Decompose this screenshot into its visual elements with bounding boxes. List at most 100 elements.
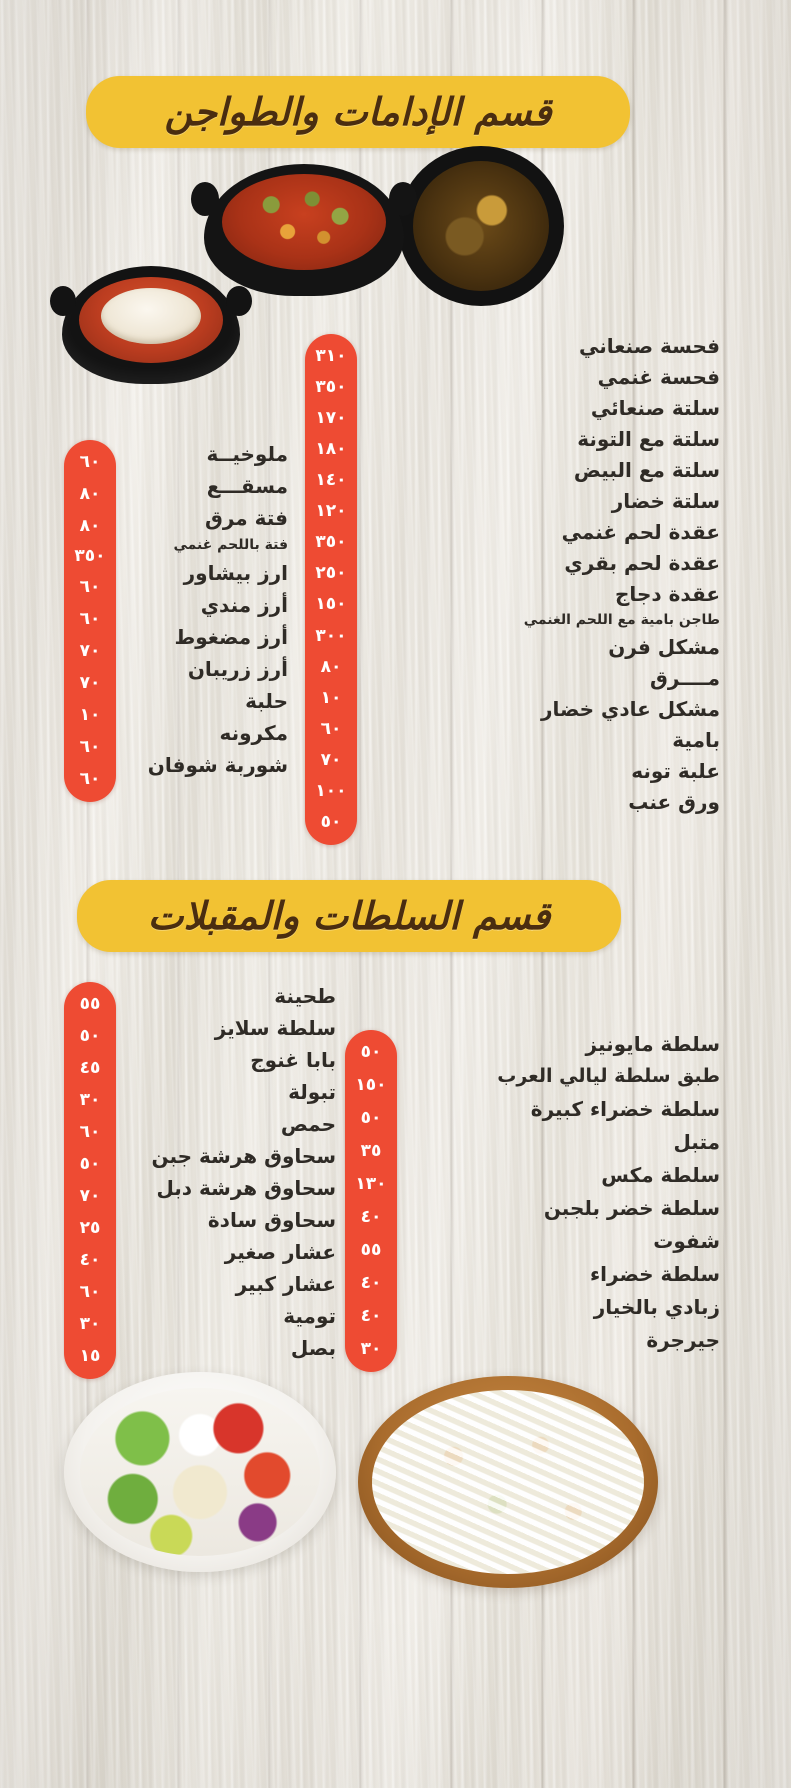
price-value: ١٥٠ bbox=[355, 1075, 387, 1095]
price-value: ٣٥٠ bbox=[74, 546, 106, 566]
menu-item-name: فحسة غنمي bbox=[597, 365, 720, 389]
item-name-list-salads-left: طحينة سلطة سلايز بابا غنوج تبولة حمص سحا… bbox=[121, 986, 336, 1358]
pot-handle-left-icon bbox=[191, 182, 219, 216]
pot-handle-right-icon bbox=[226, 286, 252, 316]
price-value: ٣٠٠ bbox=[315, 626, 347, 646]
price-value: ٥٥ bbox=[79, 994, 101, 1014]
section-header-stews-tagines: قسم الإدامات والطواجن bbox=[86, 76, 630, 148]
menu-item-name: طبق سلطة ليالي العرب bbox=[497, 1065, 720, 1087]
menu-item-name: سلتة مع التونة bbox=[577, 427, 720, 451]
menu-item-name: عشار كبير bbox=[235, 1272, 336, 1296]
price-value: ٧٠ bbox=[79, 1186, 101, 1206]
menu-item-name: فحسة صنعاني bbox=[579, 334, 720, 358]
price-value: ١٣٠ bbox=[355, 1174, 387, 1194]
item-name-list-stews-right: فحسة صنعاني فحسة غنمي سلتة صنعائي سلتة م… bbox=[460, 336, 720, 812]
price-pill-stews-left: ٦٠ ٨٠ ٨٠ ٣٥٠ ٦٠ ٦٠ ٧٠ ٧٠ ١٠ ٦٠ ٦٠ bbox=[64, 440, 116, 802]
price-pill-salads-left: ٥٥ ٥٠ ٤٥ ٣٠ ٦٠ ٥٠ ٧٠ ٢٥ ٤٠ ٦٠ ٣٠ ١٥ bbox=[64, 982, 116, 1379]
menu-item-name: شفوت bbox=[653, 1229, 720, 1253]
item-name-list-salads-right: سلطة مايونيز طبق سلطة ليالي العرب سلطة خ… bbox=[450, 1034, 720, 1350]
menu-item-name: عقدة دجاج bbox=[615, 582, 720, 606]
price-value: ٣٥٠ bbox=[315, 532, 347, 552]
menu-item-name: سحاوق هرشة دبل bbox=[156, 1176, 336, 1200]
menu-item-name: حلبة bbox=[245, 689, 288, 713]
menu-item-name: سلطة مكس bbox=[601, 1163, 720, 1187]
price-value: ٨٠ bbox=[79, 484, 101, 504]
menu-item-name: مشكل عادي خضار bbox=[540, 697, 720, 721]
menu-item-name: مكرونه bbox=[219, 721, 288, 745]
menu-item-name: متبل bbox=[673, 1130, 720, 1154]
menu-item-name: بابا غنوج bbox=[250, 1048, 336, 1072]
menu-item-name: سحاوق سادة bbox=[207, 1208, 336, 1232]
price-value: ٥٠ bbox=[79, 1154, 101, 1174]
price-value: ٦٠ bbox=[79, 609, 101, 629]
menu-item-name: سلطة خضراء bbox=[589, 1262, 720, 1286]
menu-item-name: طحينة bbox=[274, 984, 336, 1008]
price-value: ٦٠ bbox=[79, 1282, 101, 1302]
menu-item-name: ارز بيشاور bbox=[183, 561, 288, 585]
menu-item-name: طاجن بامية مع اللحم الغنمي bbox=[523, 612, 720, 628]
menu-item-name: عشار صغير bbox=[224, 1240, 336, 1264]
section-title-salads-appetizers: قسم السلطات والمقبلات bbox=[147, 894, 551, 938]
menu-item-name: مشكل فرن bbox=[608, 635, 720, 659]
price-value: ٦٠ bbox=[79, 452, 101, 472]
price-value: ٦٠ bbox=[79, 737, 101, 757]
item-name-list-stews-left: ملوخيــة مسقـــع فتة مرق فتة باللحم غنمي… bbox=[128, 444, 288, 775]
price-value: ٤٠ bbox=[79, 1250, 101, 1270]
price-value: ٢٥٠ bbox=[315, 563, 347, 583]
menu-item-name: عقدة لحم غنمي bbox=[561, 520, 720, 544]
menu-item-name: سلطة خضر بلجبن bbox=[543, 1196, 720, 1220]
price-value: ١٥ bbox=[79, 1346, 101, 1366]
menu-item-name: تومية bbox=[283, 1304, 336, 1328]
price-value: ٥٠ bbox=[360, 1108, 382, 1128]
price-value: ٥٠ bbox=[360, 1042, 382, 1062]
price-value: ٢٥ bbox=[79, 1218, 101, 1238]
tagine-dark-meat-photo bbox=[398, 146, 564, 306]
coleslaw-bowl-photo bbox=[358, 1376, 658, 1588]
price-pill-salads-right: ٥٠ ١٥٠ ٥٠ ٣٥ ١٣٠ ٤٠ ٥٥ ٤٠ ٤٠ ٣٠ bbox=[345, 1030, 397, 1372]
menu-item-name: سلطة سلايز bbox=[214, 1016, 336, 1040]
price-value: ١٥٠ bbox=[315, 594, 347, 614]
menu-item-name: أرز مضغوط bbox=[174, 625, 288, 649]
menu-item-name: أرز مندي bbox=[200, 593, 288, 617]
menu-item-name: علبة تونه bbox=[631, 759, 720, 783]
menu-item-name: مــــرق bbox=[649, 666, 720, 690]
menu-item-name: سلطة مايونيز bbox=[585, 1032, 720, 1056]
menu-item-name: عقدة لحم بقري bbox=[564, 551, 720, 575]
price-value: ٣٠ bbox=[79, 1090, 101, 1110]
price-value: ٨٠ bbox=[79, 516, 101, 536]
price-value: ١٨٠ bbox=[315, 439, 347, 459]
section-header-salads-appetizers: قسم السلطات والمقبلات bbox=[77, 880, 621, 952]
price-value: ٦٠ bbox=[79, 769, 101, 789]
menu-item-name: تبولة bbox=[288, 1080, 336, 1104]
pot-handle-right-icon bbox=[389, 182, 417, 216]
menu-item-name: ملوخيــة bbox=[206, 442, 288, 466]
price-value: ٣٠ bbox=[79, 1314, 101, 1334]
menu-item-name: أرز زريبان bbox=[187, 657, 288, 681]
stew-pot-tomato-rice-photo bbox=[50, 266, 252, 384]
price-value: ٥٠ bbox=[79, 1026, 101, 1046]
menu-item-name: سلطة خضراء كبيرة bbox=[530, 1097, 720, 1121]
price-value: ٧٠ bbox=[320, 750, 342, 770]
menu-item-name: سلتة خضار bbox=[611, 489, 720, 513]
fresh-salad-bowl-photo bbox=[64, 1372, 336, 1572]
menu-item-name: سلتة صنعائي bbox=[590, 396, 720, 420]
stew-pot-okra-meat-photo bbox=[191, 164, 417, 296]
menu-item-name: زبادي بالخيار bbox=[593, 1295, 720, 1319]
menu-item-name: ورق عنب bbox=[628, 790, 720, 814]
price-value: ١٧٠ bbox=[315, 408, 347, 428]
price-value: ١٠ bbox=[79, 705, 101, 725]
price-value: ٣٥ bbox=[360, 1141, 382, 1161]
section-title-stews-tagines: قسم الإدامات والطواجن bbox=[164, 90, 552, 134]
menu-item-name: جيرجرة bbox=[646, 1328, 720, 1352]
menu-item-name: فتة مرق bbox=[204, 506, 288, 530]
price-value: ٤٥ bbox=[79, 1058, 101, 1078]
price-value: ٤٠ bbox=[360, 1306, 382, 1326]
price-value: ٦٠ bbox=[79, 1122, 101, 1142]
menu-item-name: فتة باللحم غنمي bbox=[173, 537, 288, 553]
price-value: ٧٠ bbox=[79, 673, 101, 693]
price-value: ٤٠ bbox=[360, 1273, 382, 1293]
menu-item-name: سلتة مع البيض bbox=[573, 458, 720, 482]
price-value: ٣٥٠ bbox=[315, 377, 347, 397]
price-value: ٤٠ bbox=[360, 1207, 382, 1227]
